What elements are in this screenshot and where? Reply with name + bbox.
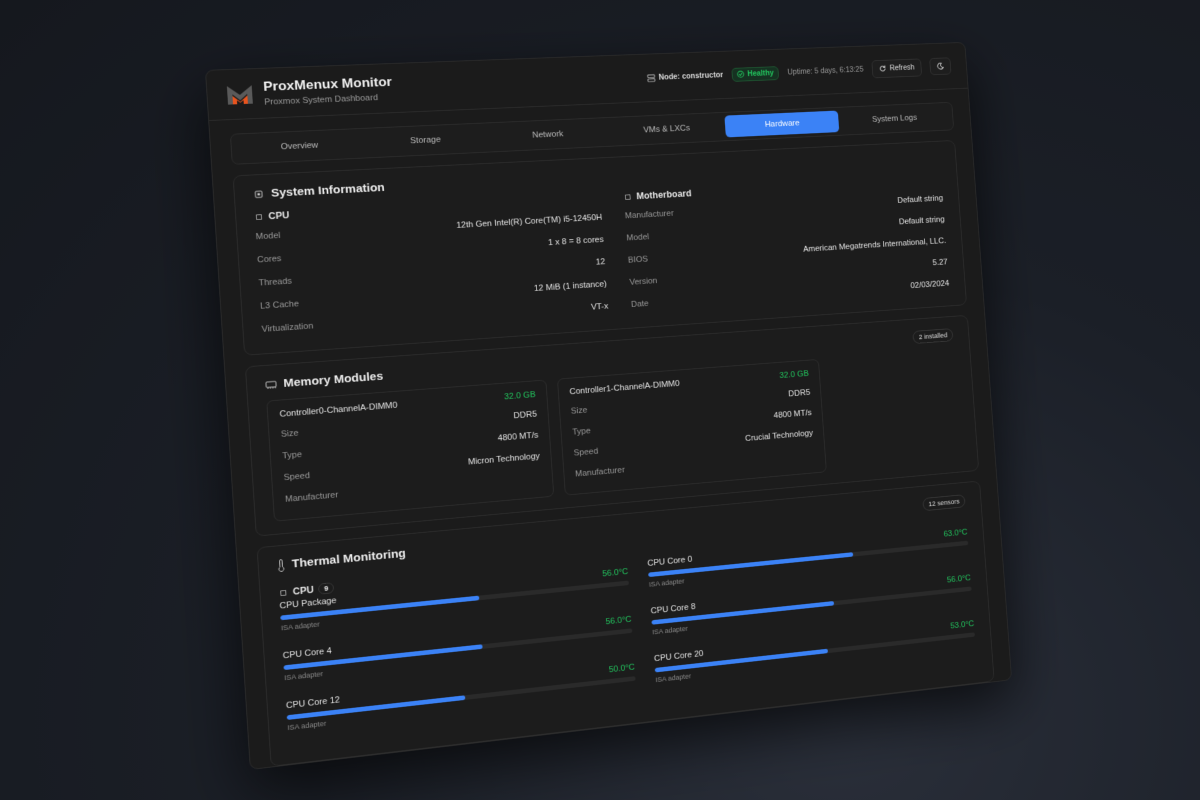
motherboard-section: Motherboard Manufacturer Default string Mo… (623, 165, 950, 316)
info-label: Cores (256, 254, 282, 265)
system-information-card: System Information CPU Model 12th Gen Int… (232, 140, 967, 356)
app-title: ProxMenux Monitor (262, 74, 393, 94)
tab-system-logs[interactable]: System Logs (871, 113, 918, 125)
manufacturer-label: Manufacturer (284, 490, 339, 505)
node-indicator: Node: constructor (647, 70, 724, 82)
tab-storage[interactable]: Storage (409, 135, 442, 146)
thermal-monitoring-card: Thermal Monitoring 12 sensors CPU 9 CPU P… (256, 480, 995, 767)
sensor-group-count: 9 (318, 582, 335, 595)
info-label: Date (630, 299, 649, 310)
speed-label: Speed (283, 471, 311, 483)
cpu-title: CPU (268, 209, 290, 222)
memory-modules-card: Memory Modules 2 installed Controller0-C… (244, 314, 980, 537)
tab-overview[interactable]: Overview (280, 140, 319, 152)
tab-vms-lxcs[interactable]: VMs & LXCs (643, 123, 691, 135)
status-badge: Healthy (731, 65, 780, 82)
app-window: ProxMenux Monitor Proxmox System Dashboa… (205, 42, 1012, 770)
info-value: 02/03/2024 (910, 279, 950, 291)
uptime: Uptime: 5 days, 6:13:25 (787, 65, 864, 77)
info-value: VT-x (590, 301, 609, 312)
type-label: Type (572, 426, 591, 437)
sensor-name: CPU Core 0 (647, 554, 693, 569)
info-value: 12th Gen Intel(R) Core(TM) i5-12450H (456, 213, 603, 231)
sensor-column-left: CPU 9 CPU Package 56.0°C ISA adapter CPU C… (278, 543, 638, 751)
server-icon (647, 74, 656, 82)
sensor-temp: 50.0°C (608, 662, 636, 675)
node-label: Node: constructor (658, 70, 724, 82)
sensor-temp: 56.0°C (602, 567, 629, 579)
module-type: DDR5 (513, 409, 538, 421)
info-value: 1 x 8 = 8 cores (547, 235, 605, 248)
refresh-icon (879, 65, 887, 72)
info-value: 12 MiB (1 instance) (533, 279, 608, 294)
theme-toggle-button[interactable] (929, 57, 952, 76)
app-subtitle: Proxmox System Dashboard (264, 93, 379, 107)
module-speed: 4800 MT/s (497, 430, 539, 444)
installed-badge: 2 installed (912, 328, 954, 344)
info-label: Model (626, 232, 650, 243)
manufacturer-label: Manufacturer (574, 465, 626, 479)
moon-icon (937, 63, 944, 70)
sensor-group-title: CPU (292, 584, 315, 598)
cpu-icon (256, 214, 263, 221)
sensor-temp: 53.0°C (950, 619, 975, 631)
type-label: Type (282, 449, 303, 461)
info-label: Virtualization (261, 321, 314, 335)
info-label: Version (629, 276, 658, 288)
tab-hardware[interactable]: Hardware (724, 110, 840, 138)
refresh-label: Refresh (889, 63, 915, 73)
module-type: DDR5 (788, 388, 811, 399)
speed-label: Speed (573, 446, 599, 458)
memory-module-card: Controller0-ChannelA-DIMM0 32.0 GB Size DD… (266, 379, 555, 522)
check-circle-icon (737, 70, 745, 78)
info-value: 5.27 (932, 257, 948, 268)
size-label: Size (280, 428, 299, 440)
sensors-badge: 12 sensors (922, 494, 966, 512)
header: ProxMenux Monitor Proxmox System Dashboa… (205, 42, 968, 121)
motherboard-icon (623, 192, 632, 201)
info-value: American Megatrends International, LLC. (802, 236, 947, 254)
thermometer-icon (278, 558, 285, 571)
info-value: Default string (897, 193, 944, 206)
chip-icon (253, 188, 265, 199)
module-speed: 4800 MT/s (773, 408, 812, 421)
info-label: Model (255, 230, 281, 242)
cpu-section: CPU Model 12th Gen Intel(R) Core(TM) i5-1… (253, 183, 609, 341)
memory-icon (265, 381, 278, 389)
size-label: Size (570, 405, 588, 416)
info-label: Threads (258, 276, 293, 288)
module-size-highlight: 32.0 GB (779, 369, 810, 381)
info-label: BIOS (627, 254, 649, 265)
module-manufacturer: Micron Technology (467, 451, 541, 467)
info-value: 12 (595, 257, 606, 267)
module-size-highlight: 32.0 GB (503, 390, 536, 402)
module-manufacturer: Crucial Technology (744, 428, 814, 444)
memory-modules-title: Memory Modules (282, 369, 384, 391)
refresh-button[interactable]: Refresh (871, 58, 923, 78)
tab-network[interactable]: Network (531, 129, 564, 140)
info-value: Default string (898, 215, 945, 227)
sensor-temp: 63.0°C (943, 527, 968, 539)
info-label: L3 Cache (259, 299, 300, 312)
proxmenux-logo (226, 85, 253, 105)
memory-module-card: Controller1-ChannelA-DIMM0 32.0 GB Size DD… (557, 359, 827, 496)
cpu-icon (279, 589, 287, 595)
sensor-temp: 56.0°C (946, 573, 972, 585)
motherboard-title: Motherboard (636, 188, 692, 202)
status-text: Healthy (747, 68, 775, 78)
sensor-name: CPU Package (279, 595, 337, 611)
info-label: Manufacturer (624, 209, 675, 221)
sensor-temp: 56.0°C (605, 614, 632, 627)
